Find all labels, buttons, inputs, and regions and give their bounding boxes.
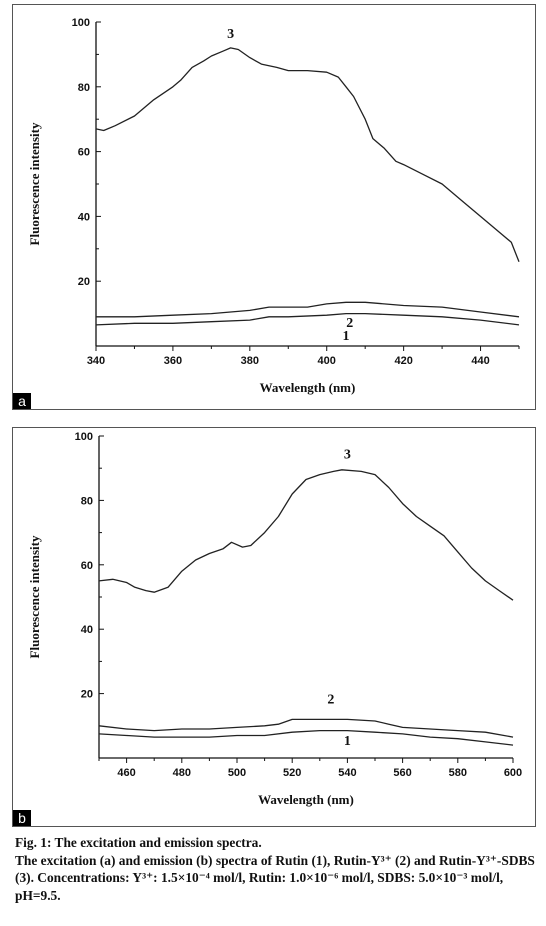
- series-line-1: [98, 729, 514, 746]
- emission-spectra-chart: 20 40 60 80 100 460 480 500 520 540 560 580 600 Wavel…: [27, 431, 522, 807]
- x-tick-label: 500: [228, 767, 246, 779]
- y-tick-label: 80: [81, 495, 93, 507]
- series-label-2: 2: [346, 316, 353, 331]
- x-tick-label: 520: [283, 767, 301, 779]
- x-tick-label: 420: [394, 355, 412, 367]
- y-tick-label: 60: [81, 560, 93, 572]
- x-tick-label: 400: [318, 355, 336, 367]
- y-tick-label: 80: [78, 82, 90, 94]
- x-tick-label: 540: [338, 767, 356, 779]
- y-tick-label: 40: [81, 624, 93, 636]
- x-tick-label: 580: [449, 767, 467, 779]
- series-label-1: 1: [344, 734, 351, 749]
- x-tick-label: 560: [393, 767, 411, 779]
- series-label-2: 2: [327, 692, 334, 707]
- series-line-2: [96, 301, 520, 318]
- y-tick-label: 60: [78, 147, 90, 159]
- y-tick-label: 40: [78, 211, 90, 223]
- excitation-spectra-chart: 20 40 60 80 100 340 360 380 400 420 440 Wavelength …: [27, 17, 520, 395]
- x-tick-label: 340: [87, 355, 105, 367]
- caption-title: Fig. 1: The excitation and emission spec…: [15, 835, 262, 850]
- figure-caption: Fig. 1: The excitation and emission spec…: [15, 834, 535, 904]
- y-axis-title: Fluorescence intensity: [27, 122, 42, 245]
- y-tick-label: 20: [81, 689, 93, 701]
- y-tick-label: 100: [72, 17, 90, 29]
- panel-label-a: a: [13, 393, 31, 409]
- series-label-3: 3: [344, 448, 351, 463]
- x-axis-title: Wavelength (nm): [258, 792, 354, 807]
- x-axis-title: Wavelength (nm): [260, 380, 356, 395]
- y-axis-title: Fluorescence intensity: [27, 535, 42, 658]
- series-line-1: [95, 312, 520, 326]
- x-tick-label: 480: [173, 767, 191, 779]
- x-tick-label: 460: [117, 767, 135, 779]
- excitation-spectra-panel: 20 40 60 80 100 340 360 380 400 420 440 Wavelength …: [12, 4, 536, 410]
- series-line-3: [98, 469, 514, 601]
- x-tick-label: 600: [504, 767, 522, 779]
- panel-label-b: b: [13, 810, 31, 826]
- series-line-2: [98, 718, 514, 738]
- caption-text: The excitation (a) and emission (b) spec…: [15, 852, 535, 903]
- series-label-1: 1: [342, 329, 349, 344]
- y-tick-label: 100: [75, 431, 93, 443]
- series-label-3: 3: [227, 27, 234, 42]
- x-tick-label: 380: [241, 355, 259, 367]
- y-tick-label: 20: [78, 276, 90, 288]
- x-tick-label: 360: [164, 355, 182, 367]
- emission-spectra-panel: 20 40 60 80 100 460 480 500 520 540 560 580 600 Wavel…: [12, 427, 536, 827]
- series-line-3: [95, 47, 520, 263]
- x-tick-label: 440: [471, 355, 489, 367]
